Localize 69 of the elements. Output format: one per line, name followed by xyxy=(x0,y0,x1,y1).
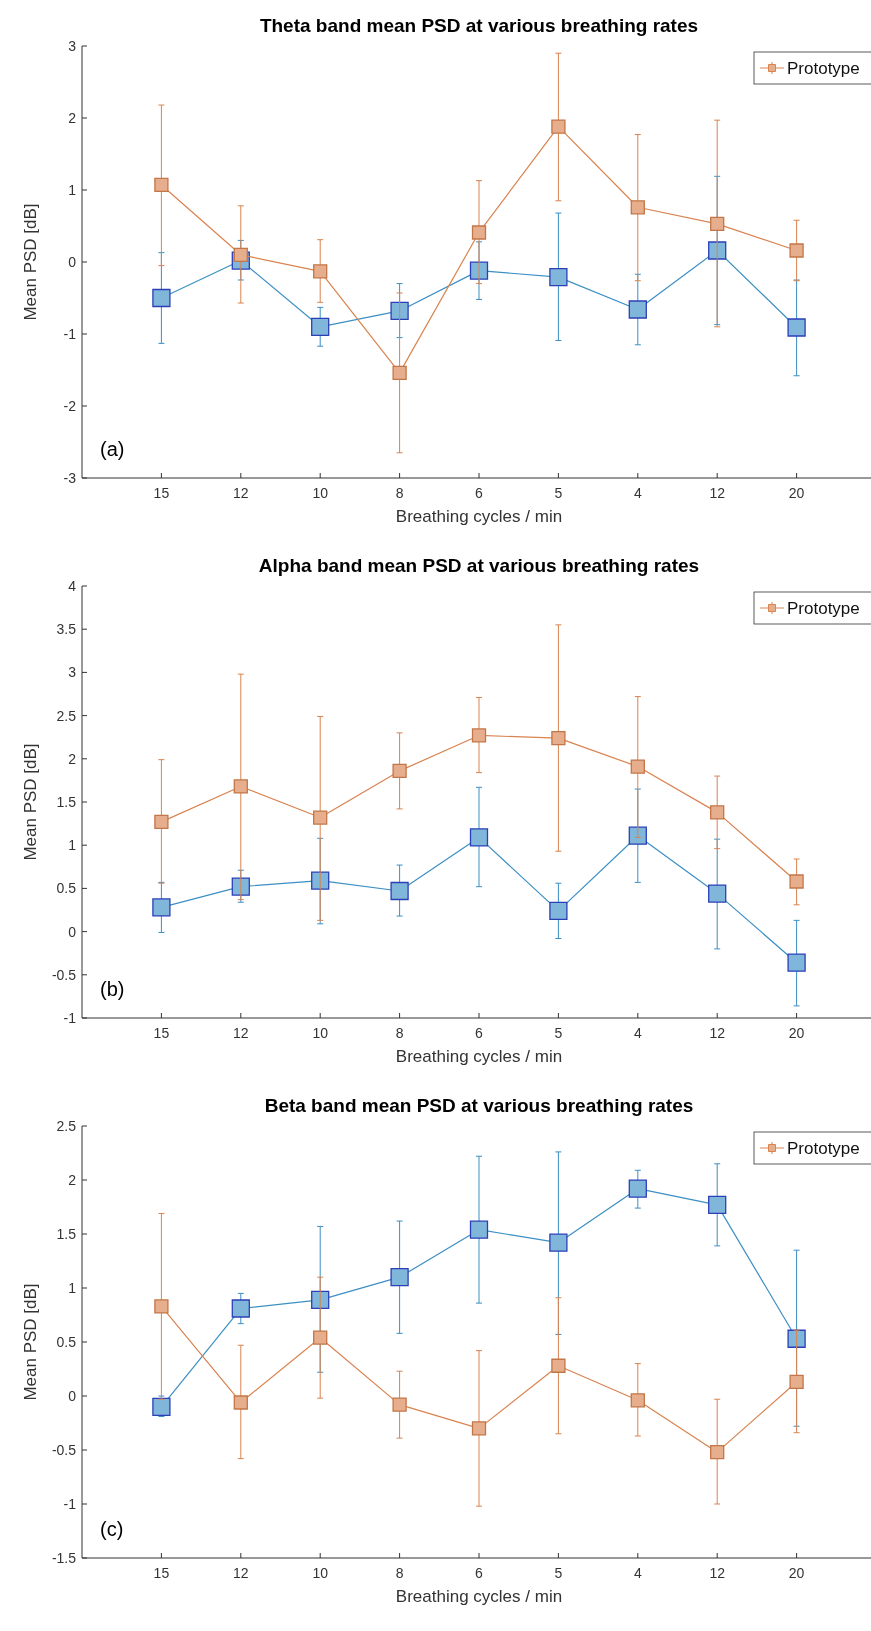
chart-title: Beta band mean PSD at various breathing rates xyxy=(264,1095,694,1116)
x-axis-title: Breathing cycles / min xyxy=(395,507,563,526)
x-axis-title: Breathing cycles / min xyxy=(395,1587,563,1606)
x-tick-label: 12 xyxy=(709,485,726,501)
annotation: (b) xyxy=(100,978,125,1000)
x-tick-label: 10 xyxy=(312,1565,329,1581)
y-tick-label: 1 xyxy=(68,1280,77,1296)
y-tick-label: -3 xyxy=(63,470,77,486)
x-tick-label: 12 xyxy=(233,485,249,501)
y-tick-label: 3.5 xyxy=(56,621,77,638)
y-tick-label: 1.5 xyxy=(56,794,77,810)
y-tick-label: 2.5 xyxy=(56,1118,77,1134)
y-tick-label: -1.5 xyxy=(51,1550,77,1566)
y-tick-label: 2 xyxy=(68,750,77,767)
y-tick-label: 1 xyxy=(68,182,77,198)
x-tick-label: 5 xyxy=(554,1025,563,1041)
legend-label: Prototype xyxy=(787,599,860,618)
chart-title: Alpha band mean PSD at various breathing rates xyxy=(258,555,700,576)
y-tick-label: 2 xyxy=(68,110,77,126)
x-axis-title: Breathing cycles / min xyxy=(395,1047,563,1066)
chart-title: Theta band mean PSD at various breathing rates xyxy=(259,15,699,36)
x-tick-label: 8 xyxy=(395,1025,404,1041)
x-tick-label: 4 xyxy=(633,1565,642,1581)
y-tick-label: -1 xyxy=(63,1496,77,1512)
x-tick-label: 10 xyxy=(312,485,329,501)
legend-label: Prototype xyxy=(787,59,860,78)
x-tick-label: 8 xyxy=(395,1565,404,1581)
x-tick-label: 5 xyxy=(554,1565,563,1581)
y-tick-label: -2 xyxy=(63,398,77,414)
y-tick-label: 0 xyxy=(68,923,77,940)
x-tick-label: 15 xyxy=(153,485,170,501)
legend-label: Prototype xyxy=(787,1139,860,1158)
x-tick-label: 15 xyxy=(153,1565,170,1581)
y-tick-label: 1 xyxy=(68,837,77,854)
x-tick-label: 4 xyxy=(633,485,642,501)
x-tick-label: 8 xyxy=(395,485,404,501)
x-tick-label: 6 xyxy=(475,485,484,501)
y-tick-label: 1.5 xyxy=(56,1226,77,1242)
y-axis-title: Mean PSD [dB] xyxy=(21,203,40,321)
x-tick-label: 5 xyxy=(554,485,563,501)
y-tick-label: -1 xyxy=(63,326,77,342)
y-tick-label: 3 xyxy=(68,664,77,681)
annotation: (a) xyxy=(100,438,125,460)
x-tick-label: 10 xyxy=(312,1025,329,1041)
x-tick-label: 4 xyxy=(633,1025,642,1041)
x-tick-label: 12 xyxy=(233,1025,249,1041)
annotation: (c) xyxy=(100,1518,124,1540)
x-tick-label: 20 xyxy=(788,485,805,501)
x-tick-label: 12 xyxy=(709,1025,726,1041)
y-tick-label: 0 xyxy=(68,1388,77,1404)
y-tick-label: 3 xyxy=(68,38,77,54)
y-tick-label: 0.5 xyxy=(56,1334,77,1350)
x-tick-label: 15 xyxy=(153,1025,170,1041)
y-tick-label: -0.5 xyxy=(51,1442,77,1458)
y-axis-title: Mean PSD [dB] xyxy=(21,1283,40,1401)
y-tick-label: 2 xyxy=(68,1172,77,1188)
y-tick-label: 0 xyxy=(68,254,77,270)
x-tick-label: 6 xyxy=(475,1025,484,1041)
y-axis-title: Mean PSD [dB] xyxy=(21,743,40,861)
y-tick-label: -1 xyxy=(63,1010,77,1026)
x-tick-label: 12 xyxy=(233,1565,249,1581)
y-tick-label: 4 xyxy=(68,578,77,594)
x-tick-label: 6 xyxy=(475,1565,484,1581)
y-tick-label: 0.5 xyxy=(56,880,77,897)
x-tick-label: 20 xyxy=(788,1025,805,1041)
y-tick-label: -0.5 xyxy=(51,966,77,983)
y-tick-label: 2.5 xyxy=(56,707,77,724)
x-tick-label: 20 xyxy=(788,1565,805,1581)
x-tick-label: 12 xyxy=(709,1565,726,1581)
